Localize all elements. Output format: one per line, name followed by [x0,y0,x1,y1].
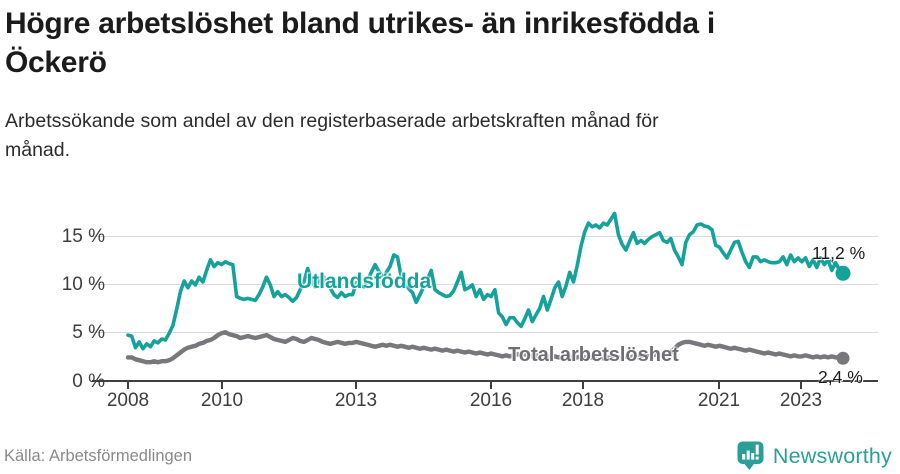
x-axis-line [92,380,878,382]
chart-subtitle-line-1: Arbetssökande som andel av den registerb… [5,110,659,132]
x-axis-label: 2013 [334,390,378,411]
x-axis-tick [800,382,802,389]
series-end-dot [836,351,850,365]
series-line-total [125,330,846,365]
newsworthy-logo: Newsworthy [737,441,892,471]
y-axis-label-15: 15 % [61,226,105,247]
x-axis-tick [718,382,720,389]
page-title: Högre arbetslöshet bland utrikes- än inr… [5,4,893,82]
source-note: Källa: Arbetsförmedlingen [4,447,193,465]
y-axis-label-10: 10 % [61,274,105,295]
newsworthy-logo-icon [737,441,764,470]
chart-subtitle: Arbetssökande som andel av den registerb… [5,107,865,165]
x-axis-tick [221,382,223,389]
gridline-15pct [92,236,878,237]
logo-bar-icon [742,454,746,460]
series-end-dot [835,265,851,281]
y-axis-label-5: 5 % [72,322,105,343]
series-line-utlandsfodda [126,211,845,351]
end-value-label-utlandsfodda: 11,2 % [812,243,866,263]
logo-bar-icon [746,450,750,460]
gridline-5pct [92,332,878,333]
y-axis-label-0: 0 % [72,371,105,392]
x-axis-label: 2021 [697,390,741,411]
x-axis-tick [355,382,357,389]
logo-exclamation-icon [755,444,759,455]
newsworthy-wordmark: Newsworthy [772,443,892,468]
x-axis-tick [582,382,584,389]
x-axis-label: 2010 [200,390,244,411]
x-axis-label: 2016 [469,390,513,411]
page-title-line-1: Högre arbetslöshet bland utrikes- än inr… [5,7,715,40]
x-axis-tick [127,382,129,389]
x-axis-label: 2023 [779,390,823,411]
series-label-utlandsfodda: Utlandsfödda [297,270,432,293]
logo-exclamation-dot-icon [755,456,759,460]
chart-subtitle-line-2: månad. [5,139,71,161]
logo-bar-icon [751,453,755,460]
x-axis-label: 2008 [106,390,150,411]
page-title-line-2: Öckerö [5,46,107,79]
series-label-total: Total arbetslöshet [508,344,679,366]
gridline-10pct [92,284,878,285]
end-value-label-total: 2,4 % [818,367,863,387]
x-axis-tick [490,382,492,389]
x-axis-label: 2018 [561,390,605,411]
